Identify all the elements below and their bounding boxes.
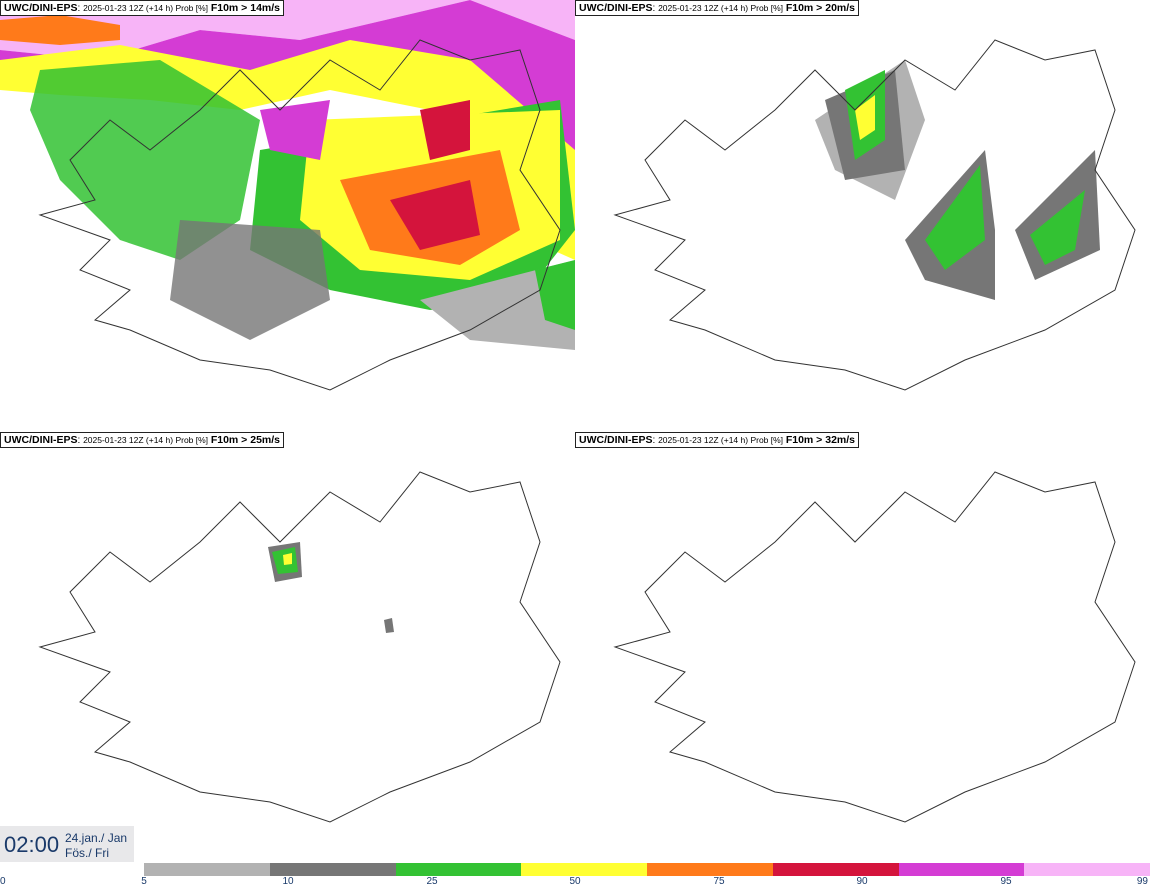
model-name: UWC/DINI-EPS	[4, 2, 78, 14]
run-meta: 2025-01-23 12Z (+14 h) Prob [%]	[83, 435, 209, 445]
iceland-map-25ms	[38, 471, 561, 823]
colorbar-segment	[898, 863, 1025, 876]
colorbar-ticks: 0 5 10 25 50 75 90 95 99	[0, 876, 1150, 891]
run-meta: 2025-01-23 12Z (+14 h) Prob [%]	[658, 3, 784, 13]
model-name: UWC/DINI-EPS	[579, 2, 653, 14]
valid-time: 02:00	[4, 832, 60, 857]
iceland-map-20ms	[613, 39, 1136, 391]
colorbar-tick-label: 95	[1000, 876, 1012, 887]
colorbar-tick-label: 75	[713, 876, 725, 887]
colorbar-segment	[772, 863, 899, 876]
colorbar-tick-label: 0	[0, 876, 6, 887]
panel-title: UWC/DINI-EPS: 2025-01-23 12Z (+14 h) Pro…	[0, 0, 284, 16]
map-panel-14ms: UWC/DINI-EPS: 2025-01-23 12Z (+14 h) Pro…	[0, 0, 575, 430]
valid-date: 24.jan./ Jan	[65, 831, 128, 845]
colorbar-segment	[269, 863, 396, 876]
panel-title: UWC/DINI-EPS: 2025-01-23 12Z (+14 h) Pro…	[575, 0, 859, 16]
colorbar-segment	[395, 863, 522, 876]
colorbar-segment	[1024, 863, 1150, 876]
colorbar-segment	[521, 863, 647, 876]
valid-time-box: 02:00 24.jan./ Jan Fös./ Fri	[0, 826, 134, 862]
panel-title: UWC/DINI-EPS: 2025-01-23 12Z (+14 h) Pro…	[0, 432, 284, 448]
field-name: F10m > 25m/s	[210, 434, 280, 446]
field-name: F10m > 14m/s	[210, 2, 280, 14]
run-meta: 2025-01-23 12Z (+14 h) Prob [%]	[658, 435, 784, 445]
model-name: UWC/DINI-EPS	[4, 434, 78, 446]
valid-day: Fös./ Fri	[65, 846, 109, 860]
map-panel-25ms: UWC/DINI-EPS: 2025-01-23 12Z (+14 h) Pro…	[0, 432, 575, 862]
field-name: F10m > 20m/s	[785, 2, 855, 14]
probability-colorbar	[144, 863, 1150, 876]
field-name: F10m > 32m/s	[785, 434, 855, 446]
colorbar-tick-label: 25	[426, 876, 438, 887]
colorbar-tick-label: 10	[282, 876, 294, 887]
map-panel-32ms: UWC/DINI-EPS: 2025-01-23 12Z (+14 h) Pro…	[575, 432, 1150, 862]
colorbar-tick-label: 5	[141, 876, 147, 887]
colorbar-tick-label: 50	[569, 876, 581, 887]
colorbar-tick-label: 90	[856, 876, 868, 887]
colorbar-tick-label: 99	[1136, 876, 1148, 887]
panel-title: UWC/DINI-EPS: 2025-01-23 12Z (+14 h) Pro…	[575, 432, 859, 448]
run-meta: 2025-01-23 12Z (+14 h) Prob [%]	[83, 3, 209, 13]
model-name: UWC/DINI-EPS	[579, 434, 653, 446]
colorbar-segment	[647, 863, 773, 876]
map-panel-20ms: UWC/DINI-EPS: 2025-01-23 12Z (+14 h) Pro…	[575, 0, 1150, 430]
colorbar-segment	[144, 863, 270, 876]
iceland-map-14ms	[0, 0, 575, 391]
iceland-map-32ms	[613, 471, 1136, 823]
